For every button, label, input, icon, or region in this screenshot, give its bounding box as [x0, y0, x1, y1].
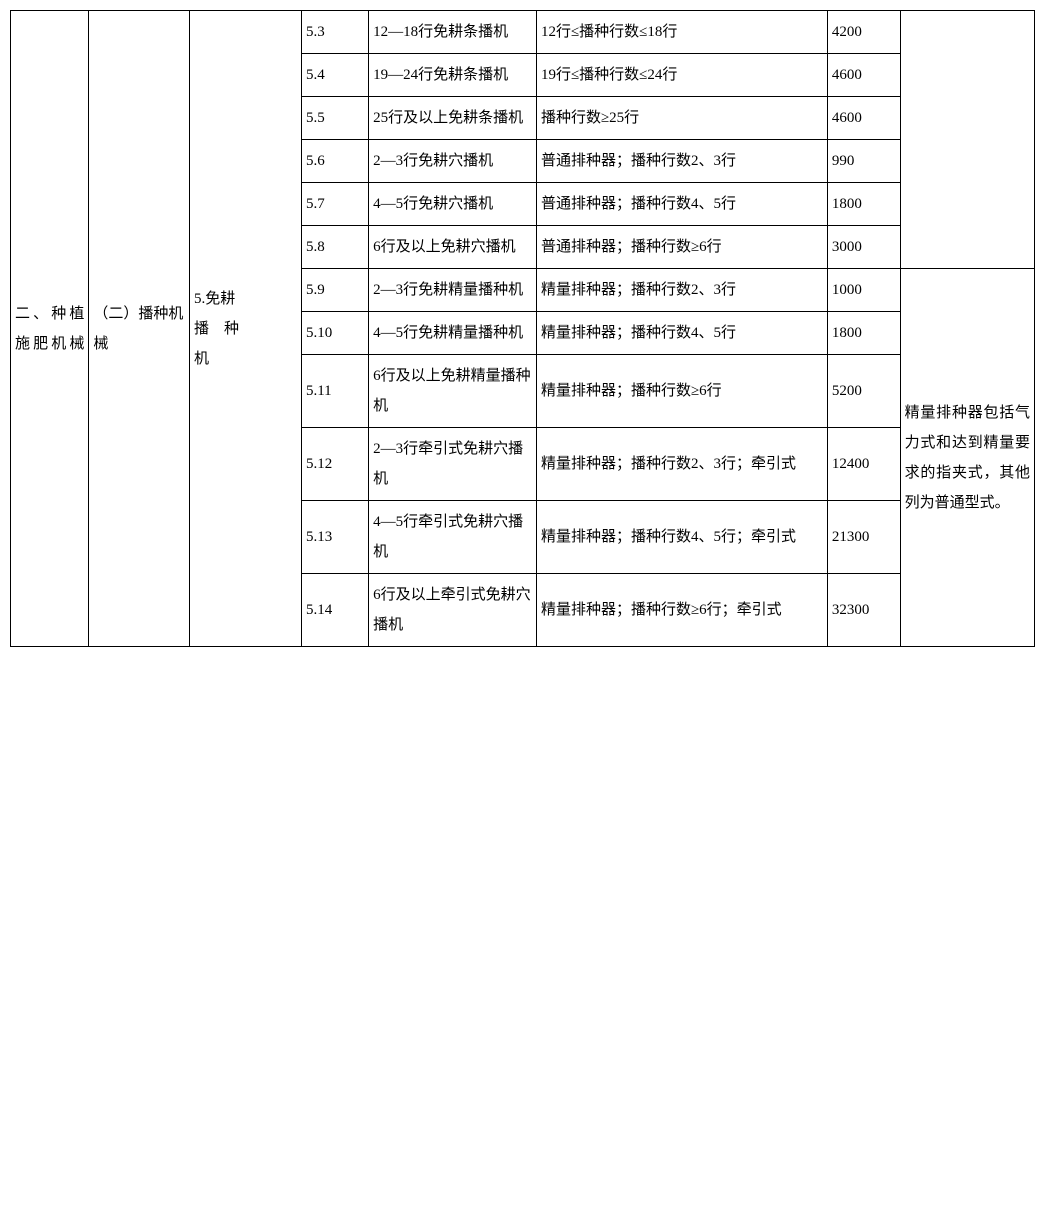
name-cell: 4—5行免耕精量播种机 — [369, 312, 537, 355]
code-cell: 5.3 — [301, 11, 368, 54]
note-bottom-cell: 精量排种器包括气力式和达到精量要求的指夹式，其他列为普通型式。 — [900, 269, 1034, 647]
spec-cell: 精量排种器；播种行数≥6行；牵引式 — [536, 574, 827, 647]
name-cell: 2—3行免耕穴播机 — [369, 140, 537, 183]
code-cell: 5.14 — [301, 574, 368, 647]
spec-cell: 普通排种器；播种行数≥6行 — [536, 226, 827, 269]
category-1-cell: 二、种植施肥机械 — [11, 11, 89, 647]
name-cell: 6行及以上牵引式免耕穴播机 — [369, 574, 537, 647]
code-cell: 5.5 — [301, 97, 368, 140]
name-cell: 4—5行免耕穴播机 — [369, 183, 537, 226]
value-cell: 1000 — [827, 269, 900, 312]
value-cell: 12400 — [827, 428, 900, 501]
spec-cell: 精量排种器；播种行数2、3行；牵引式 — [536, 428, 827, 501]
value-cell: 4200 — [827, 11, 900, 54]
name-cell: 2—3行免耕精量播种机 — [369, 269, 537, 312]
name-cell: 4—5行牵引式免耕穴播机 — [369, 501, 537, 574]
value-cell: 1800 — [827, 312, 900, 355]
category-3-line2: 播 种 — [194, 321, 239, 337]
name-cell: 12—18行免耕条播机 — [369, 11, 537, 54]
name-cell: 19—24行免耕条播机 — [369, 54, 537, 97]
subsidy-table: 二、种植施肥机械 （二）播种机械 5.免耕 播 种 机 5.3 12—18行免耕… — [10, 10, 1035, 647]
code-cell: 5.4 — [301, 54, 368, 97]
spec-cell: 精量排种器；播种行数2、3行 — [536, 269, 827, 312]
value-cell: 4600 — [827, 54, 900, 97]
value-cell: 32300 — [827, 574, 900, 647]
note-top-cell — [900, 11, 1034, 269]
category-3-line1: 5.免耕 — [194, 291, 235, 307]
spec-cell: 普通排种器；播种行数4、5行 — [536, 183, 827, 226]
code-cell: 5.10 — [301, 312, 368, 355]
spec-cell: 精量排种器；播种行数≥6行 — [536, 355, 827, 428]
name-cell: 2—3行牵引式免耕穴播机 — [369, 428, 537, 501]
spec-cell: 普通排种器；播种行数2、3行 — [536, 140, 827, 183]
spec-cell: 精量排种器；播种行数4、5行 — [536, 312, 827, 355]
code-cell: 5.9 — [301, 269, 368, 312]
category-3-line3: 机 — [194, 351, 209, 367]
code-cell: 5.13 — [301, 501, 368, 574]
code-cell: 5.12 — [301, 428, 368, 501]
value-cell: 21300 — [827, 501, 900, 574]
code-cell: 5.11 — [301, 355, 368, 428]
name-cell: 6行及以上免耕穴播机 — [369, 226, 537, 269]
value-cell: 990 — [827, 140, 900, 183]
spec-cell: 播种行数≥25行 — [536, 97, 827, 140]
table-row: 二、种植施肥机械 （二）播种机械 5.免耕 播 种 机 5.3 12—18行免耕… — [11, 11, 1035, 54]
category-3-cell: 5.免耕 播 种 机 — [190, 11, 302, 647]
spec-cell: 19行≤播种行数≤24行 — [536, 54, 827, 97]
code-cell: 5.8 — [301, 226, 368, 269]
category-2-cell: （二）播种机械 — [89, 11, 190, 647]
value-cell: 5200 — [827, 355, 900, 428]
value-cell: 3000 — [827, 226, 900, 269]
spec-cell: 精量排种器；播种行数4、5行；牵引式 — [536, 501, 827, 574]
name-cell: 6行及以上免耕精量播种机 — [369, 355, 537, 428]
code-cell: 5.6 — [301, 140, 368, 183]
value-cell: 4600 — [827, 97, 900, 140]
spec-cell: 12行≤播种行数≤18行 — [536, 11, 827, 54]
code-cell: 5.7 — [301, 183, 368, 226]
name-cell: 25行及以上免耕条播机 — [369, 97, 537, 140]
value-cell: 1800 — [827, 183, 900, 226]
